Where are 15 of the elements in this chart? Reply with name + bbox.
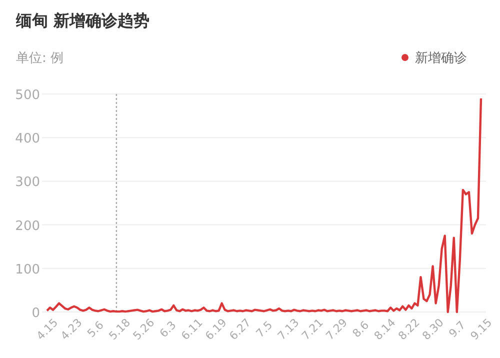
chart-title: 缅甸 新增确诊趋势: [15, 11, 150, 30]
x-tick-label: 7.5: [254, 318, 276, 340]
y-tick-label: 100: [15, 262, 40, 278]
chart-subtitle: 单位: 例: [16, 51, 64, 66]
legend-label: 新增确诊: [415, 51, 467, 66]
x-tick-label: 8.6: [350, 318, 372, 340]
x-tick-label: 5.6: [84, 318, 106, 340]
y-tick-label: 300: [15, 175, 40, 190]
y-tick-label: 0: [32, 306, 40, 321]
x-tick-label: 9.7: [446, 318, 468, 340]
y-tick-label: 400: [15, 132, 40, 147]
y-tick-label: 200: [15, 218, 40, 234]
y-tick-label: 500: [15, 88, 40, 103]
x-tick-label: 6.3: [157, 318, 179, 340]
line-series: [46, 97, 482, 314]
